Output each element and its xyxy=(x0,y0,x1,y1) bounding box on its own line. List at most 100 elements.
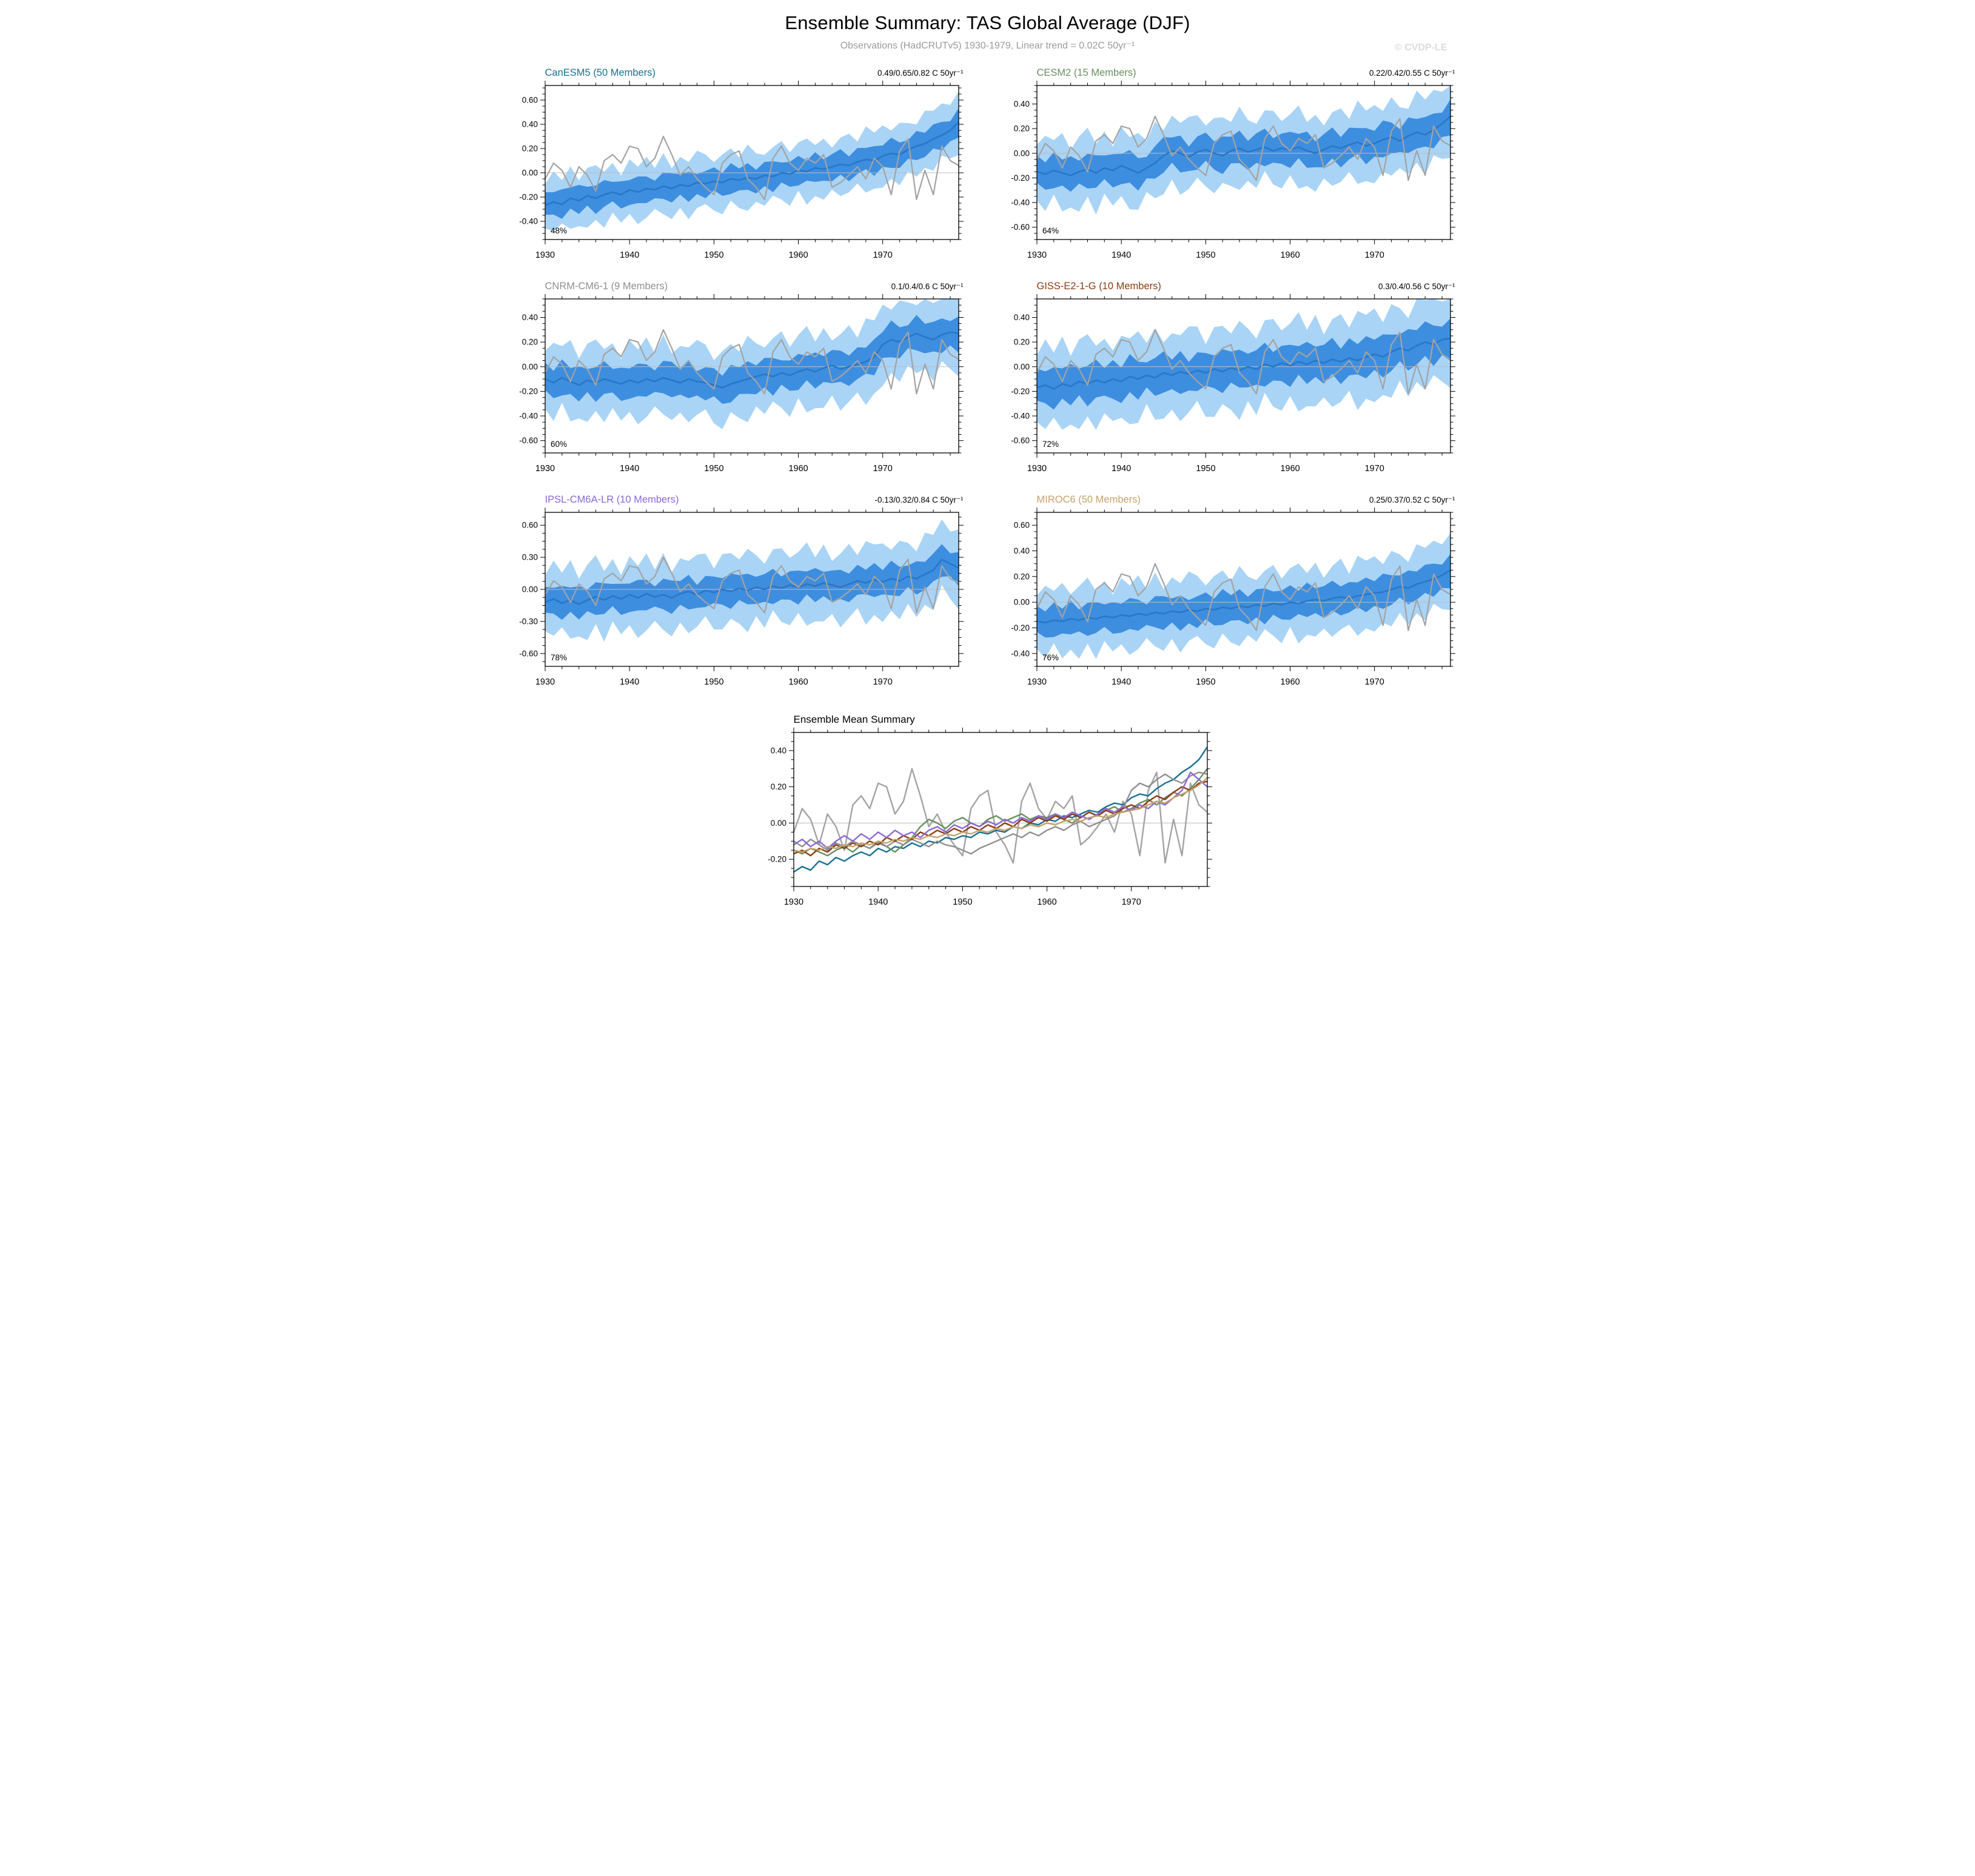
y-tick-label: 0.20 xyxy=(1013,338,1029,347)
x-tick-label: 1930 xyxy=(1027,464,1046,474)
x-tick-label: 1950 xyxy=(1196,464,1215,474)
ensemble-spread-band xyxy=(1036,318,1450,410)
y-tick-label: 0.40 xyxy=(1013,313,1029,322)
y-tick-label: 0.40 xyxy=(770,746,786,755)
x-tick-label: 1930 xyxy=(535,677,554,687)
y-tick-label: -0.20 xyxy=(1011,387,1030,396)
y-tick-label: -0.20 xyxy=(519,387,538,396)
panel-trend-label: 0.49/0.65/0.82 C 50yr⁻¹ xyxy=(877,69,964,78)
mean-line-miroc6 xyxy=(793,777,1208,853)
y-tick-label: 0.40 xyxy=(1013,546,1029,555)
x-tick-label: 1930 xyxy=(1027,250,1046,260)
y-tick-label: 0.20 xyxy=(1013,572,1029,581)
x-tick-label: 1960 xyxy=(788,677,808,687)
panel-title: CESM2 (15 Members) xyxy=(1036,67,1136,78)
observations-line xyxy=(1036,115,1451,181)
x-tick-label: 1970 xyxy=(873,464,892,474)
mean-line-canesm5 xyxy=(793,746,1208,873)
panel-header: CanESM5 (50 Members) 0.49/0.65/0.82 C 50y… xyxy=(503,67,981,81)
x-tick-label: 1970 xyxy=(873,250,892,260)
observations-line xyxy=(793,768,1208,864)
watermark: © CVDP-LE xyxy=(1395,42,1447,53)
overlap-pct-label: 78% xyxy=(551,653,567,662)
panel-header: MIROC6 (50 Members) 0.25/0.37/0.52 C 50yr… xyxy=(994,494,1472,508)
y-tick-label: 0.20 xyxy=(521,144,537,153)
panel-trend-label: 0.22/0.42/0.55 C 50yr⁻¹ xyxy=(1369,69,1455,78)
x-tick-label: 1940 xyxy=(620,250,639,260)
x-tick-label: 1970 xyxy=(1121,897,1141,907)
ensemble-mean-line xyxy=(1036,115,1451,176)
plot-frame xyxy=(544,85,959,240)
y-tick-label: -0.30 xyxy=(519,617,538,626)
ensemble-mean-summary: Ensemble Mean Summary 0.40 0.20 0.00 -0.20 1… xyxy=(751,714,1224,916)
panel-giss-e2-1-g: GISS-E2-1-G (10 Members) 0.3/0.4/0.56 C 5… xyxy=(994,281,1472,482)
overlap-pct-label: 60% xyxy=(551,440,567,449)
y-tick-label: -0.40 xyxy=(1011,198,1030,207)
x-tick-label: 1960 xyxy=(788,464,808,474)
y-tick-label: 0.40 xyxy=(1013,99,1029,109)
x-tick-label: 1970 xyxy=(1364,677,1384,687)
y-tick-label: -0.40 xyxy=(1011,649,1030,658)
x-tick-label: 1950 xyxy=(1196,677,1215,687)
panel-canesm5: CanESM5 (50 Members) 0.49/0.65/0.82 C 50y… xyxy=(503,67,981,269)
x-tick-label: 1940 xyxy=(868,897,888,907)
x-tick-label: 1940 xyxy=(1112,677,1131,687)
x-tick-label: 1970 xyxy=(1364,464,1384,474)
panel-trend-label: 0.3/0.4/0.56 C 50yr⁻¹ xyxy=(1378,282,1455,291)
x-tick-label: 1930 xyxy=(1027,677,1046,687)
plot-frame xyxy=(793,732,1208,887)
plot-frame xyxy=(1036,298,1451,454)
y-tick-label: 0.40 xyxy=(521,120,537,129)
plot-frame xyxy=(544,298,959,454)
panel-trend-label: 0.1/0.4/0.6 C 50yr⁻¹ xyxy=(891,282,964,291)
x-tick-label: 1940 xyxy=(1112,250,1131,260)
x-tick-label: 1930 xyxy=(535,250,554,260)
y-tick-label: 0.00 xyxy=(521,362,537,371)
panel-title: CanESM5 (50 Members) xyxy=(545,67,656,78)
overlap-pct-label: 48% xyxy=(551,226,567,235)
x-tick-label: 1940 xyxy=(620,677,639,687)
x-tick-label: 1930 xyxy=(783,897,803,907)
panel-chart-giss-e2-1-g: 0.40 0.20 0.00 -0.20 -0.40 -0.60 1930 1940 1950 1… xyxy=(1011,294,1455,474)
y-tick-label: -0.20 xyxy=(768,855,786,864)
y-tick-label: -0.20 xyxy=(1011,173,1030,183)
mean-line-ipsl-cm6a-lr xyxy=(793,771,1208,849)
y-tick-label: 0.00 xyxy=(770,819,786,828)
panel-miroc6: MIROC6 (50 Members) 0.25/0.37/0.52 C 50yr… xyxy=(994,494,1472,695)
y-tick-label: -0.20 xyxy=(1011,623,1030,632)
x-tick-label: 1950 xyxy=(1196,250,1215,260)
ensemble-mean-line xyxy=(545,558,959,606)
y-tick-label: 0.00 xyxy=(521,169,537,178)
panel-chart-miroc6: 0.60 0.40 0.20 0.00 -0.20 -0.40 1930 1940 1950 19… xyxy=(1011,508,1455,687)
x-tick-label: 1960 xyxy=(1280,677,1299,687)
overlap-pct-label: 64% xyxy=(1042,226,1059,235)
x-tick-label: 1960 xyxy=(1280,464,1299,474)
x-tick-label: 1970 xyxy=(1364,250,1384,260)
x-tick-label: 1970 xyxy=(873,677,892,687)
panel-title: IPSL-CM6A-LR (10 Members) xyxy=(545,494,679,505)
x-tick-label: 1950 xyxy=(704,677,723,687)
y-tick-label: 0.00 xyxy=(1013,149,1029,158)
y-tick-label: 0.00 xyxy=(1013,598,1029,607)
y-tick-label: -0.60 xyxy=(519,649,538,658)
y-tick-label: -0.20 xyxy=(519,193,538,202)
panel-chart-cesm2: 0.40 0.20 0.00 -0.20 -0.40 -0.60 1930 1940 1950 1… xyxy=(1011,81,1455,260)
y-tick-label: -0.40 xyxy=(519,412,538,421)
x-tick-label: 1950 xyxy=(704,464,723,474)
page-title: Ensemble Summary: TAS Global Average (DJ… xyxy=(785,12,1190,33)
x-tick-label: 1940 xyxy=(1112,464,1131,474)
x-tick-label: 1950 xyxy=(953,897,972,907)
panel-header: CESM2 (15 Members) 0.22/0.42/0.55 C 50yr⁻… xyxy=(994,67,1472,81)
ensemble-spread-band xyxy=(545,315,959,404)
ensemble-spread-band xyxy=(1036,554,1450,638)
x-tick-label: 1960 xyxy=(788,250,808,260)
ensemble-mean-line xyxy=(544,121,959,207)
y-tick-label: 0.40 xyxy=(521,313,537,322)
ensemble-mean-line xyxy=(1036,337,1450,390)
panel-header: CNRM-CM6-1 (9 Members) 0.1/0.4/0.6 C 50yr… xyxy=(503,281,981,294)
y-tick-label: 0.20 xyxy=(521,338,537,347)
observations-line xyxy=(1036,329,1451,395)
y-tick-label: -0.40 xyxy=(1011,412,1030,421)
y-tick-label: 0.60 xyxy=(521,96,537,105)
x-tick-label: 1960 xyxy=(1280,250,1299,260)
